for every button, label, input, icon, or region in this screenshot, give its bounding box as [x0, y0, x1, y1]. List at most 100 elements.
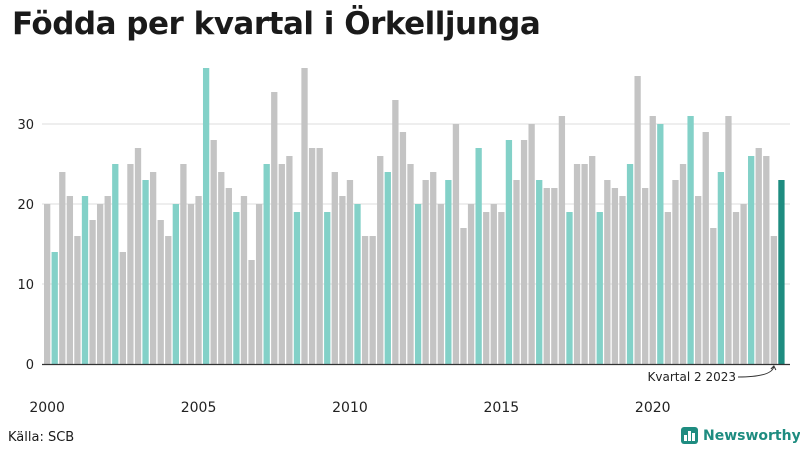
bar [513, 180, 520, 364]
bar [202, 68, 210, 364]
bar [717, 172, 725, 364]
bar [96, 204, 104, 364]
bar [74, 236, 81, 364]
bar [672, 180, 679, 364]
bar [710, 228, 717, 364]
bar [763, 156, 770, 364]
bar [142, 180, 149, 364]
bar [566, 212, 573, 364]
bar [301, 68, 308, 364]
bar [271, 92, 278, 364]
bar [240, 196, 248, 364]
bar [725, 116, 732, 364]
bar [589, 156, 596, 364]
bar [324, 212, 331, 364]
bar [81, 196, 89, 364]
bar [422, 180, 429, 364]
bar [475, 148, 482, 364]
y-tick-label: 20 [17, 198, 34, 213]
bar [293, 212, 301, 364]
bar [308, 148, 316, 364]
bar [59, 172, 66, 364]
bar [702, 132, 709, 364]
bar [581, 164, 588, 364]
bar [278, 164, 285, 364]
x-tick-label: 2015 [484, 400, 520, 416]
bar [505, 140, 513, 364]
bar [44, 204, 51, 364]
x-tick-label: 2020 [635, 400, 671, 416]
bar [104, 196, 111, 364]
bar [369, 236, 376, 364]
bar [187, 204, 195, 364]
bar [218, 172, 225, 364]
bar [437, 204, 444, 364]
bar [642, 188, 649, 364]
bar [664, 212, 672, 364]
bar [119, 252, 126, 364]
bar [263, 164, 270, 364]
bar [414, 204, 422, 364]
bar [134, 148, 142, 364]
bar [392, 100, 399, 364]
bar [377, 156, 384, 364]
bar [51, 252, 58, 364]
bar [626, 164, 634, 364]
bar [225, 188, 232, 364]
bar [331, 172, 338, 364]
bar [520, 140, 528, 364]
bar [679, 164, 687, 364]
bar [233, 212, 240, 364]
annotation-label: Kvartal 2 2023 [648, 370, 736, 384]
bar [165, 236, 172, 364]
bar [498, 212, 505, 364]
bar [339, 196, 346, 364]
bar [619, 196, 626, 364]
bar [687, 116, 694, 364]
bar [112, 164, 119, 364]
bar [248, 260, 255, 364]
bar [210, 140, 217, 364]
bar [543, 188, 550, 364]
bar [430, 172, 437, 364]
bar [407, 164, 414, 364]
x-tick-label: 2000 [29, 400, 65, 416]
bar [755, 148, 762, 364]
bar [490, 204, 497, 364]
bar [361, 236, 369, 364]
bar [127, 164, 134, 364]
annotation-arrow [737, 365, 777, 378]
bar [172, 204, 179, 364]
bar [649, 116, 656, 364]
bar [695, 196, 702, 364]
bar-chart-logo-icon [681, 427, 698, 444]
bar [778, 180, 785, 364]
bar [195, 196, 202, 364]
bar [732, 212, 740, 364]
bar [286, 156, 293, 364]
bar [316, 148, 323, 364]
bar [467, 204, 475, 364]
bar [452, 124, 460, 364]
chart-title: Födda per kvartal i Örkelljunga [12, 6, 541, 42]
bar [634, 76, 641, 364]
bar [354, 204, 361, 364]
x-tick-label: 2005 [181, 400, 217, 416]
bar [536, 180, 543, 364]
bar [611, 188, 619, 364]
bar [740, 204, 747, 364]
bar [748, 156, 755, 364]
bar [604, 180, 611, 364]
bar [149, 172, 157, 364]
bar [460, 228, 467, 364]
bar [596, 212, 603, 364]
bar [558, 116, 566, 364]
source-label: Källa: SCB [8, 430, 75, 445]
bar [657, 124, 664, 364]
bar [573, 164, 581, 364]
bar [255, 204, 263, 364]
brand-logo[interactable]: Newsworthy [681, 427, 800, 444]
bar [528, 124, 535, 364]
bar [399, 132, 407, 364]
